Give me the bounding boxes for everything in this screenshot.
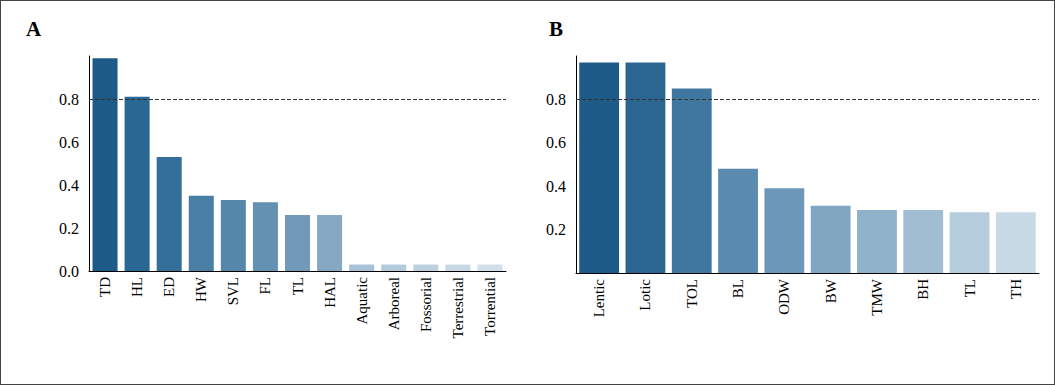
- svg-text:B: B: [549, 17, 563, 41]
- svg-text:0.8: 0.8: [59, 91, 79, 108]
- svg-text:TL: TL: [290, 277, 306, 295]
- svg-text:0.6: 0.6: [59, 134, 79, 151]
- svg-text:TMW: TMW: [869, 278, 885, 316]
- svg-text:Torrential: Torrential: [482, 277, 498, 336]
- svg-text:BH: BH: [915, 279, 931, 300]
- svg-text:TD: TD: [97, 277, 113, 297]
- svg-text:TOL: TOL: [684, 279, 700, 308]
- svg-text:HW: HW: [193, 276, 209, 302]
- svg-text:Lotic: Lotic: [637, 279, 653, 311]
- svg-text:0.0: 0.0: [59, 263, 79, 280]
- svg-text:0.4: 0.4: [546, 178, 566, 195]
- svg-text:0.2: 0.2: [546, 221, 566, 238]
- svg-text:0.4: 0.4: [59, 177, 79, 194]
- svg-text:FL: FL: [257, 277, 273, 295]
- svg-text:BL: BL: [730, 279, 746, 298]
- svg-text:SVL: SVL: [225, 277, 241, 305]
- svg-text:0.8: 0.8: [546, 91, 566, 108]
- svg-text:BW: BW: [823, 278, 839, 303]
- svg-text:TL: TL: [962, 279, 978, 297]
- svg-text:Fossorial: Fossorial: [418, 277, 434, 332]
- svg-text:HL: HL: [129, 277, 145, 297]
- svg-text:ED: ED: [161, 277, 177, 297]
- svg-text:Arboreal: Arboreal: [386, 277, 402, 330]
- svg-text:HAL: HAL: [322, 277, 338, 308]
- svg-text:A: A: [26, 17, 42, 41]
- svg-text:TH: TH: [1008, 279, 1024, 299]
- svg-text:Terrestrial: Terrestrial: [450, 277, 466, 338]
- svg-text:0.2: 0.2: [59, 220, 79, 237]
- svg-text:0.6: 0.6: [546, 134, 566, 151]
- svg-text:Lentic: Lentic: [591, 279, 607, 318]
- svg-text:Aquatic: Aquatic: [354, 277, 370, 325]
- svg-text:ODW: ODW: [776, 278, 792, 315]
